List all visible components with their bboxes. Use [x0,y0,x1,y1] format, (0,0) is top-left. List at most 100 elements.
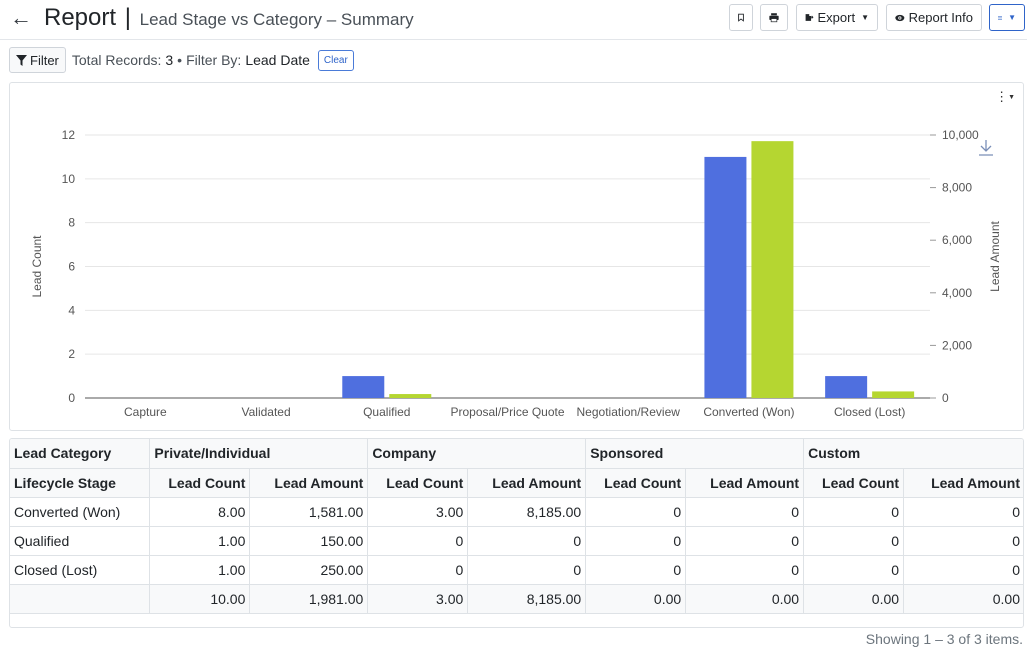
value-cell: 0 [903,497,1023,527]
report-info-label: Report Info [908,10,973,25]
value-cell: 1.00 [149,526,251,556]
back-arrow-icon[interactable]: ← [10,5,32,30]
bookmark-button[interactable] [729,4,753,31]
total-cell: 0.00 [585,584,687,614]
y-tick-label: 6 [68,260,75,274]
summary-table: Lead Category Private/Individual Company… [10,439,1023,614]
download-icon[interactable] [979,140,993,156]
pager-summary: Showing 1 – 3 of 3 items. [865,631,1023,647]
total-cell: 0.00 [803,584,905,614]
value-cell: 0 [903,526,1023,556]
filter-by-label: Filter By: [186,52,242,68]
value-cell: 150.00 [249,526,369,556]
x-tick-label: Qualified [363,405,410,419]
total-records-value: 3 [165,52,174,68]
filter-bar: Filter Total Records: 3 • Filter By: Lea… [9,47,354,73]
value-cell: 8.00 [149,497,251,527]
title-separator: | [124,4,131,31]
value-cell: 0 [803,497,905,527]
x-tick-label: Validated [241,405,290,419]
totals-row: 10.00 1,981.00 3.00 8,185.00 0.00 0.00 0… [10,584,1023,614]
col-header-lead-count: Lead Count [367,468,469,498]
filter-by-value: Lead Date [245,52,310,68]
clear-filter-button[interactable]: Clear [317,49,354,71]
y2-tick-label: 4,000 [942,286,972,300]
chart-card: 0 2 4 6 8 10 12 0 2,000 4,000 6,000 8,000 10,000 Lead… [9,82,1024,431]
group-header-company: Company [367,439,587,469]
export-icon [805,14,814,21]
value-cell: 0 [585,526,687,556]
value-cell: 0 [803,526,905,556]
x-tick-label: Negotiation/Review [577,405,681,419]
table-row: Closed (Lost) 1.00 250.00 0 0 0 0 0 0 [10,555,1023,585]
y2-tick-label: 8,000 [942,181,972,195]
col-header-lead-amount: Lead Amount [903,468,1023,498]
more-vertical-icon: ⋮ [995,89,1009,104]
x-tick-label: Closed (Lost) [834,405,905,419]
sub-header-row: Lifecycle Stage Lead Count Lead Amount L… [10,468,1023,498]
filter-label: Filter [30,52,59,68]
y-tick-label: 8 [68,216,75,230]
separator-bullet: • [177,52,183,68]
value-cell: 0 [585,555,687,585]
value-cell: 250.00 [249,555,369,585]
printer-icon [769,13,779,23]
group-header-private: Private/Individual [149,439,369,469]
bar [825,376,868,398]
bar [704,156,747,398]
table-row: Converted (Won) 8.00 1,581.00 3.00 8,185… [10,497,1023,527]
value-cell: 0 [367,555,469,585]
value-cell: 3.00 [367,497,469,527]
group-header-row: Lead Category Private/Individual Company… [10,439,1023,469]
bar [751,141,794,398]
y-tick-label: 2 [68,347,75,361]
total-cell: 8,185.00 [467,584,587,614]
bar [389,394,432,398]
title-text: Report [44,4,117,31]
chart-menu-button[interactable]: ⋮▼ [995,89,1015,105]
value-cell: 0 [585,497,687,527]
y-tick-label: 0 [68,391,75,405]
y-tick-label: 4 [68,303,75,317]
totals-label-cell [10,584,151,614]
value-cell: 0 [467,526,587,556]
print-button[interactable] [760,4,788,31]
total-cell: 0.00 [903,584,1023,614]
col-header-lead-amount: Lead Amount [685,468,805,498]
y2-tick-label: 0 [942,391,949,405]
y-tick-label: 12 [62,128,76,142]
eye-icon [895,14,905,21]
value-cell: 8,185.00 [467,497,587,527]
y2-axis-title: Lead Amount [988,220,1002,291]
chevron-down-icon: ▼ [1008,13,1016,22]
menu-button[interactable]: ▼ [989,4,1025,31]
chevron-down-icon: ▼ [1008,94,1015,101]
x-tick-label: Capture [124,405,167,419]
col-header-lead-amount: Lead Amount [467,468,587,498]
stage-cell: Closed (Lost) [10,555,151,585]
value-cell: 1.00 [149,555,251,585]
value-cell: 0 [685,497,805,527]
total-cell: 10.00 [149,584,251,614]
total-records-label: Total Records: [71,52,162,68]
y2-tick-label: 6,000 [942,233,972,247]
total-cell: 3.00 [367,584,469,614]
value-cell: 0 [467,555,587,585]
col-header-lead-count: Lead Count [803,468,905,498]
value-cell: 0 [685,555,805,585]
export-button[interactable]: Export ▼ [796,4,878,31]
stage-cell: Converted (Won) [10,497,151,527]
y-axis-title: Lead Count [30,235,44,298]
x-tick-label: Proposal/Price Quote [450,405,564,419]
value-cell: 1,581.00 [249,497,369,527]
report-info-button[interactable]: Report Info [886,4,982,31]
total-cell: 1,981.00 [249,584,369,614]
bookmark-icon [738,13,744,22]
filter-button[interactable]: Filter [9,47,66,73]
total-cell: 0.00 [685,584,805,614]
export-label: Export [817,10,856,25]
bar [342,376,385,398]
summary-table-card: Lead Category Private/Individual Company… [9,438,1024,628]
col-header-lead-count: Lead Count [149,468,251,498]
page-subtitle: Lead Stage vs Category – Summary [139,10,414,29]
